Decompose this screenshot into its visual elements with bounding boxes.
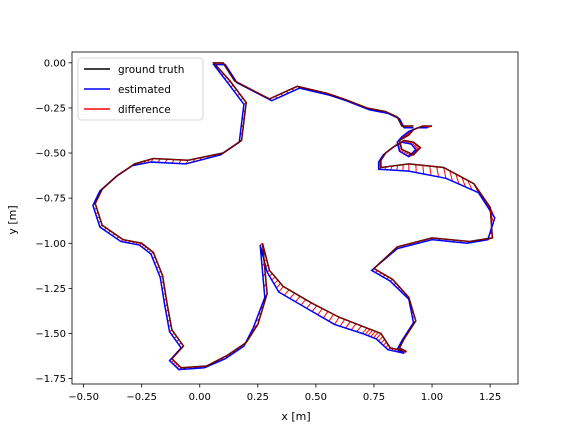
y-tick-label: −0.25 [35, 103, 66, 114]
x-tick-label: −0.50 [68, 392, 99, 403]
y-tick-label: −0.50 [35, 149, 66, 160]
x-tick-label: 0.00 [189, 392, 211, 403]
y-tick-label: −1.00 [35, 239, 66, 250]
legend-label: estimated [118, 84, 171, 96]
x-tick-label: 0.75 [363, 392, 385, 403]
x-tick-label: 1.00 [421, 392, 443, 403]
legend-label: difference [118, 104, 171, 116]
y-axis-label: y [m] [6, 205, 19, 234]
x-tick-label: 0.25 [247, 392, 269, 403]
y-tick-label: −0.75 [35, 194, 66, 205]
x-tick-label: −0.25 [126, 392, 157, 403]
x-tick-label: 1.25 [479, 392, 501, 403]
x-axis-label: x [m] [281, 410, 310, 423]
legend-label: ground truth [118, 64, 184, 76]
y-tick-label: −1.75 [35, 374, 66, 385]
x-tick-label: 0.50 [305, 392, 327, 403]
y-tick-label: 0.00 [44, 58, 66, 69]
y-tick-label: −1.25 [35, 284, 66, 295]
legend: ground truth estimated difference [78, 58, 203, 120]
y-tick-label: −1.50 [35, 329, 66, 340]
